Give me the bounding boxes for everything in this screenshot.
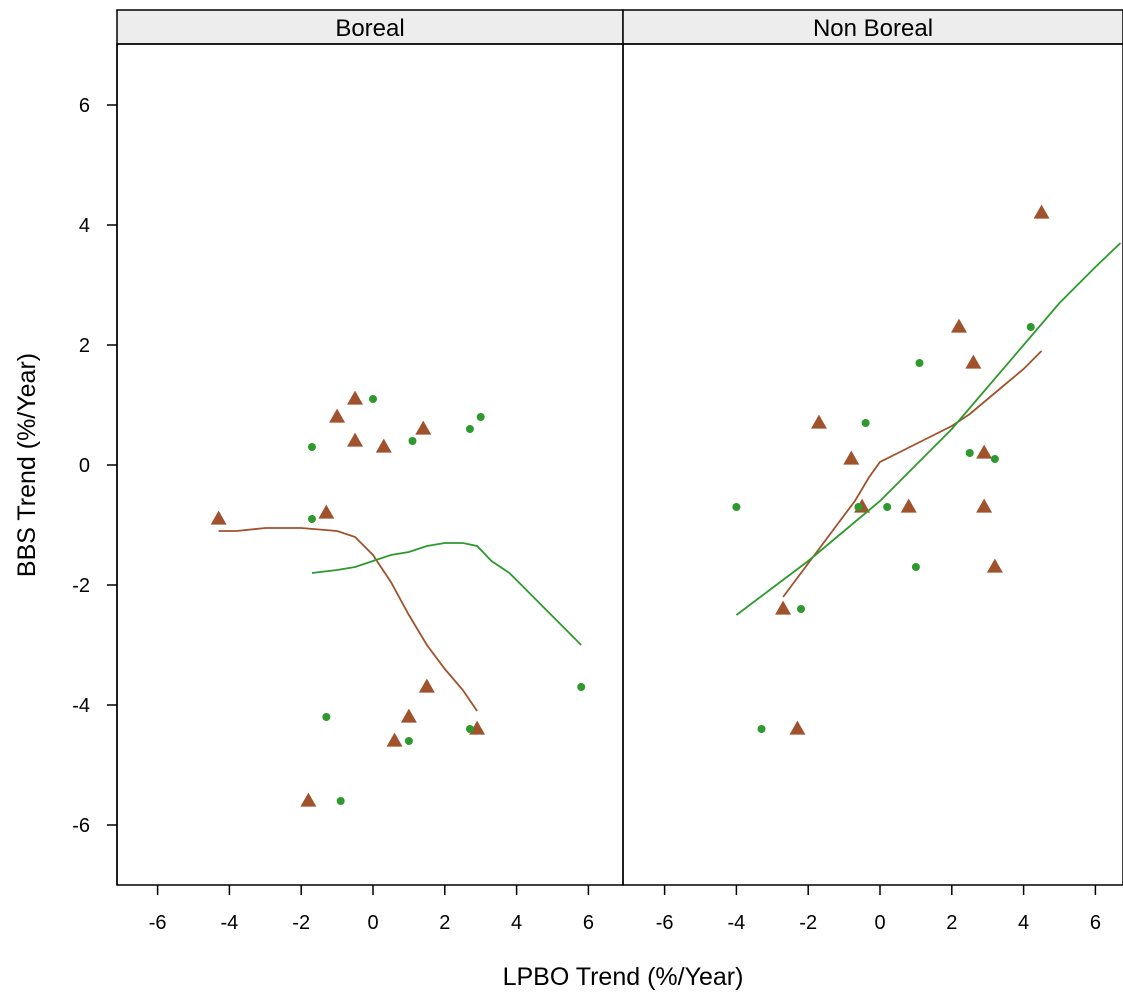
chart-panels: Boreal Non Boreal	[116, 9, 1123, 886]
circle-point	[797, 605, 806, 613]
circle-point	[911, 563, 920, 571]
circle-point	[307, 515, 316, 523]
x-tick-label: -6	[149, 912, 167, 934]
circle-point	[336, 797, 345, 805]
panel-plot-area	[210, 390, 586, 807]
triangle-point	[347, 390, 364, 405]
x-axis-title: LPBO Trend (%/Year)	[503, 963, 744, 991]
triangle-point	[418, 678, 435, 693]
triangle-point	[950, 318, 967, 333]
triangle-point	[976, 444, 993, 459]
circle-point	[732, 503, 741, 511]
panel-strip-label: Boreal	[335, 15, 404, 42]
panel-frame	[622, 43, 1123, 886]
y-axis-title: BBS Trend (%/Year)	[13, 353, 41, 577]
circle-point	[369, 395, 377, 403]
triangle-point	[210, 510, 227, 525]
triangle-point	[976, 498, 993, 513]
circle-point	[476, 413, 485, 421]
y-axis-ticks: -6 -4 -2 0 2 4 6	[72, 95, 117, 837]
circle-point	[322, 713, 331, 721]
triangle-point	[318, 504, 335, 519]
x-tick-label: 2	[439, 912, 450, 934]
y-tick-label: 0	[79, 455, 90, 477]
panel-plot-area	[732, 204, 1122, 735]
panel-boreal: Boreal	[116, 9, 624, 886]
x-tick-label: 6	[1090, 912, 1101, 934]
triangle-point	[400, 708, 417, 723]
triangle-point	[775, 600, 792, 615]
triangle-point	[375, 438, 392, 453]
circle-point	[965, 449, 974, 457]
x-tick-label: 0	[367, 912, 378, 934]
circle-point	[854, 503, 863, 511]
triangle-point	[329, 408, 346, 423]
x-tick-label: -4	[221, 912, 239, 934]
circle-point	[465, 725, 474, 733]
circle-point	[465, 425, 474, 433]
circle-point	[577, 683, 586, 691]
y-tick-label: 4	[79, 215, 90, 237]
triangle-point	[986, 558, 1003, 573]
triangle-smooth-line	[218, 527, 478, 712]
circle-point	[404, 737, 413, 745]
x-tick-label: -6	[656, 912, 674, 934]
x-tick-label: 4	[1018, 912, 1029, 934]
circle-point	[408, 437, 417, 445]
x-tick-label: -2	[799, 912, 817, 934]
panel-strip	[622, 9, 1123, 45]
triangle-point	[843, 450, 860, 465]
circle-smooth-line	[735, 242, 1122, 616]
y-tick-label: 6	[79, 95, 90, 117]
x-tick-label: 6	[583, 912, 594, 934]
panel-frame	[116, 43, 624, 886]
y-tick-label: -6	[72, 815, 90, 837]
triangle-point	[300, 792, 317, 807]
x-tick-label: 0	[874, 912, 885, 934]
x-tick-label: 4	[511, 912, 522, 934]
circle-point	[307, 443, 316, 451]
triangle-point	[415, 420, 432, 435]
panel-non-boreal: Non Boreal	[622, 9, 1123, 886]
triangle-point	[386, 732, 403, 747]
y-tick-label: -4	[72, 695, 90, 717]
circle-point	[883, 503, 892, 511]
triangle-smooth-line	[782, 350, 1043, 598]
y-tick-label: 2	[79, 335, 90, 357]
y-tick-label: -2	[72, 575, 90, 597]
triangle-point	[789, 720, 806, 735]
triangle-point	[810, 414, 827, 429]
x-tick-label: 2	[946, 912, 957, 934]
x-axis-ticks: -6 -4 -2 0 2 4 6 -6 -4 -2 0 2 4 6	[149, 885, 1101, 934]
y-axis: -6 -4 -2 0 2 4 6	[72, 44, 118, 885]
circle-smooth-line	[311, 542, 582, 646]
x-tick-label: -2	[292, 912, 310, 934]
panel-strip-label: Non Boreal	[813, 15, 933, 42]
x-tick-label: -4	[728, 912, 746, 934]
panel-strip	[116, 9, 624, 45]
circle-point	[1026, 323, 1035, 331]
triangle-point	[900, 498, 917, 513]
circle-point	[990, 455, 999, 463]
triangle-point	[347, 432, 364, 447]
circle-point	[861, 419, 870, 427]
triangle-point	[965, 354, 982, 369]
circle-point	[757, 725, 766, 733]
circle-point	[915, 359, 924, 367]
triangle-point	[1033, 204, 1050, 219]
